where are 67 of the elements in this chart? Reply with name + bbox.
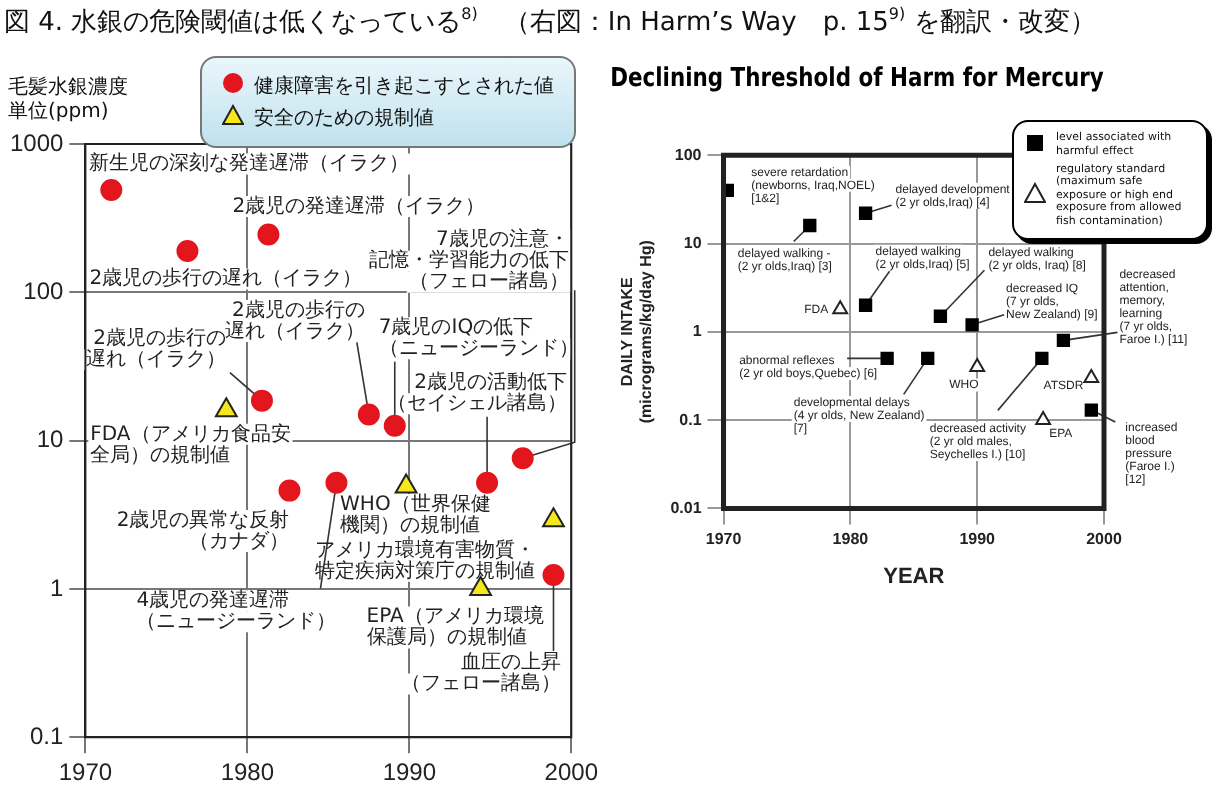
annotation: WHO（世界保健機関）の規制値: [340, 491, 491, 537]
point: [257, 223, 280, 246]
annotation: 2歳児の歩行の遅れ（イラク）: [89, 266, 363, 291]
point: [832, 300, 849, 315]
annotation: 2歳児の活動低下（セイシェル諸島）: [387, 369, 568, 415]
point: [278, 479, 301, 502]
chart-title: Declining Threshold of Harm for Mercury: [610, 62, 1105, 93]
y-tick-label: 0.01: [670, 498, 703, 517]
annotation: EPA（アメリカ環境保護局）の規制値: [366, 604, 544, 650]
y-tick-label: 10: [36, 425, 65, 454]
point: [1083, 368, 1100, 383]
x-tick-label: 2000: [1086, 530, 1123, 549]
point: [511, 447, 534, 470]
point: [176, 239, 199, 262]
x-tick-label: 1980: [220, 758, 275, 787]
point: [1084, 403, 1098, 417]
y-tick-label: 100: [23, 276, 65, 305]
point: [880, 351, 894, 366]
point: [1056, 333, 1071, 348]
annotation: FDA（アメリカ食品安全局）の規制値: [90, 421, 291, 467]
point: [476, 471, 499, 494]
point: [542, 507, 565, 528]
point: [803, 218, 817, 233]
x-tick-label: 1980: [832, 530, 870, 549]
annotation: 7歳児のIQの低下（ニュージーランド）: [378, 314, 579, 360]
annotation: 2歳児の発達遅滞（イラク）: [232, 193, 486, 218]
annotation: 新生児の深刻な発達遅滞（イラク）: [89, 151, 410, 176]
point: [542, 564, 565, 587]
x-tick-label: 1970: [58, 758, 113, 787]
annotation: 7歳児の注意・記憶・学習能力の低下（フェロー諸島）: [368, 227, 569, 294]
annotation: 血圧の上昇（フェロー諸島）: [401, 650, 562, 696]
x-tick-label: 1990: [959, 530, 997, 549]
y-tick-label: 1: [692, 322, 703, 341]
annotation: 4歳児の発達遅滞（ニュージーランド）: [136, 587, 337, 633]
x-tick-label: 1990: [382, 758, 437, 787]
point: [100, 178, 123, 201]
y-tick-label: 0.1: [30, 721, 65, 750]
point: [357, 403, 380, 426]
point: [921, 351, 935, 366]
annotation: 2歳児の異常な反射（カナダ）: [116, 507, 290, 553]
point: [325, 471, 348, 494]
x-axis-title: YEAR: [883, 564, 945, 589]
point: [383, 414, 406, 437]
y-tick-label: 1000: [9, 128, 65, 157]
point: [214, 397, 238, 418]
annotation: 2歳児の歩行の遅れ（イラク）: [85, 325, 226, 371]
chart-title: 図 4. 水銀の危険閾値は低くなっている$^{8)}$ （右図：In Harm’s Way p. 15$^{9)}$ を翻訳・改変）: [4, 5, 1096, 38]
y-axis-title: 毛髪水銀濃度単位(ppm): [8, 75, 128, 124]
point: [965, 318, 979, 332]
point: [1035, 351, 1049, 366]
y-tick-label: 10: [683, 233, 703, 252]
point: [250, 389, 273, 412]
point: [933, 309, 948, 323]
y-tick-label: 100: [674, 145, 703, 164]
legend-label: 安全のための規制値: [254, 105, 434, 132]
point: [969, 357, 986, 372]
y-axis-title: DAILY INTAKE (micrograms/kg/day Hg): [618, 239, 656, 424]
point: [1035, 411, 1052, 426]
y-tick-label: 1: [50, 573, 65, 602]
x-tick-label: 2000: [544, 758, 599, 787]
y-tick-label: 0.1: [679, 410, 703, 429]
point: [394, 473, 418, 494]
point: [858, 206, 873, 220]
annotation: 2歳児の歩行の遅れ（イラク）: [224, 297, 365, 343]
point: [858, 298, 873, 312]
x-tick-label: 1970: [705, 530, 743, 549]
legend-label: 健康障害を引き起こすとされた値: [254, 73, 554, 100]
